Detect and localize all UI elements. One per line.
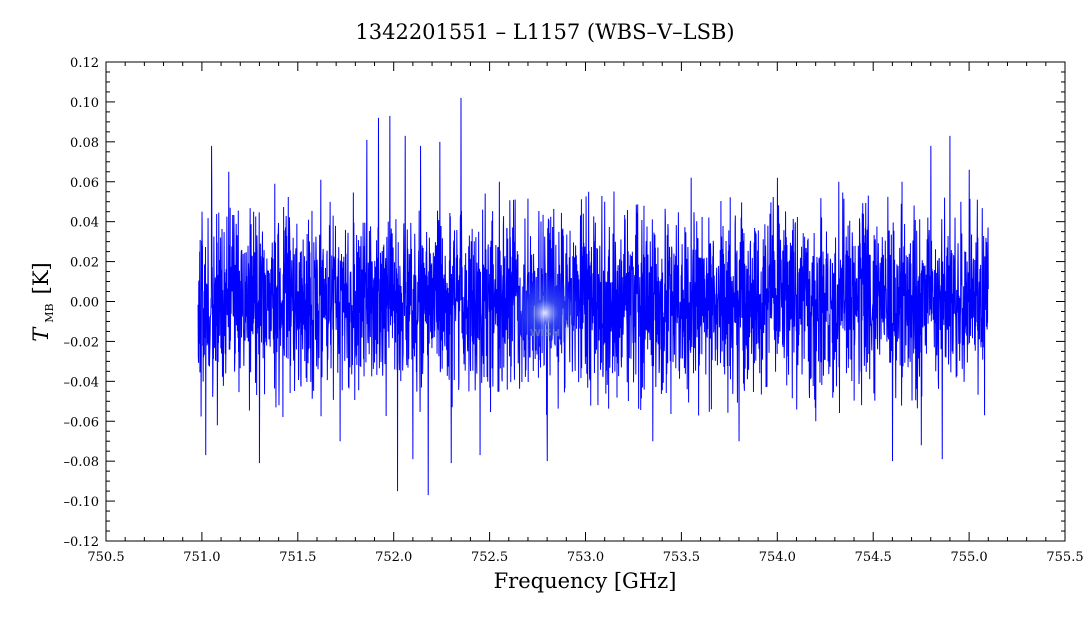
x-tick-label: 755.5 — [1046, 550, 1083, 565]
x-axis-label: Frequency [GHz] — [494, 569, 677, 593]
x-tick-label: 755.0 — [950, 550, 987, 565]
watermark: WISH — [507, 275, 583, 351]
plot-frame — [105, 61, 1066, 542]
x-tick-label: 751.5 — [279, 550, 316, 565]
x-tick-labels: 750.5 751.0 751.5 752.0 752.5 753.0 753.5 754.0… — [87, 550, 1083, 565]
y-tick-label: 0.04 — [70, 216, 99, 231]
svg-text:T MB [K]: T MB [K] — [29, 262, 57, 341]
y-tick-label: –0.12 — [64, 535, 99, 550]
y-axis-symbol: T — [29, 326, 53, 342]
x-tick-label: 752.5 — [471, 550, 508, 565]
y-tick-label: –0.06 — [64, 415, 99, 430]
x-tick-label: 750.5 — [87, 550, 124, 565]
x-tick-label: 751.0 — [183, 550, 220, 565]
x-tick-label: 752.0 — [375, 550, 412, 565]
watermark-text: WISH — [530, 328, 560, 339]
y-tick-label: 0.02 — [70, 256, 99, 271]
y-axis-unit: [K] — [29, 262, 53, 294]
y-tick-label: 0.08 — [70, 136, 99, 151]
y-tick-label: –0.08 — [64, 455, 99, 470]
y-tick-labels: 0.12 0.10 0.08 0.06 0.04 0.02 0.00 –0.02 –0.04 –0… — [64, 56, 99, 550]
x-tick-label: 753.0 — [567, 550, 604, 565]
y-tick-label: 0.00 — [70, 296, 99, 311]
spectrum-line — [197, 97, 989, 496]
y-tick-label: 0.10 — [70, 96, 99, 111]
y-tick-label: –0.04 — [64, 375, 99, 390]
chart-title: 1342201551 – L1157 (WBS–V–LSB) — [355, 20, 734, 44]
y-tick-label: –0.02 — [64, 335, 99, 350]
y-tick-label: 0.12 — [70, 56, 99, 71]
plot-area — [197, 97, 989, 496]
y-tick-label: 0.06 — [70, 176, 99, 191]
x-tick-label: 753.5 — [663, 550, 700, 565]
x-tick-label: 754.5 — [855, 550, 892, 565]
y-tick-label: –0.10 — [64, 495, 99, 510]
y-axis-subscript: MB — [43, 303, 56, 322]
x-tick-label: 754.0 — [759, 550, 796, 565]
y-axis-label: T MB [K] — [29, 262, 57, 341]
